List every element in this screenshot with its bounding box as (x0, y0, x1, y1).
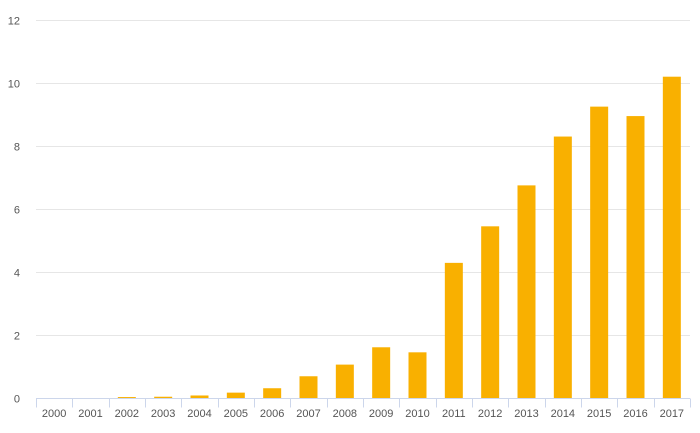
x-tick-label: 2013 (514, 408, 538, 420)
y-tick-label: 6 (14, 205, 20, 217)
bar-2007[interactable] (299, 376, 318, 398)
y-tick-label: 8 (14, 142, 20, 154)
x-axis (36, 398, 691, 408)
bars (117, 76, 681, 399)
y-tick-label: 10 (8, 79, 20, 91)
bar-2005[interactable] (226, 392, 245, 398)
x-tick-label: 2016 (623, 408, 647, 420)
x-tick-label: 2000 (42, 408, 66, 420)
x-tick-label: 2004 (187, 408, 211, 420)
x-tick-label: 2003 (151, 408, 175, 420)
bar-2013[interactable] (517, 185, 536, 399)
x-axis-tick-labels: 2000 2001 2002 2003 2004 2005 2006 2007 2008 2009… (42, 408, 684, 420)
y-tick-label: 2 (14, 331, 20, 343)
gridlines (36, 20, 690, 336)
bar-2016[interactable] (626, 116, 645, 398)
bar-2003[interactable] (154, 396, 173, 398)
bar-2006[interactable] (263, 388, 282, 398)
bar-2010[interactable] (408, 352, 427, 398)
bar-2017[interactable] (662, 76, 681, 398)
bar-2012[interactable] (481, 226, 500, 398)
x-tick-label: 2008 (333, 408, 357, 420)
x-tick-label: 2006 (260, 408, 284, 420)
x-tick-label: 2002 (115, 408, 139, 420)
bar-2014[interactable] (553, 136, 572, 399)
bar-2004[interactable] (190, 395, 209, 398)
bar-2009[interactable] (372, 347, 391, 398)
bar-2008[interactable] (335, 364, 354, 398)
x-tick-label: 2010 (405, 408, 429, 420)
x-tick-label: 2012 (478, 408, 502, 420)
y-tick-label: 12 (8, 16, 20, 28)
bar-2011[interactable] (444, 262, 463, 398)
bar-2015[interactable] (590, 106, 609, 399)
bar-2002[interactable] (117, 397, 136, 398)
x-tick-label: 2015 (587, 408, 611, 420)
y-tick-label: 0 (14, 394, 20, 406)
y-tick-label: 4 (14, 268, 20, 280)
x-tick-label: 2011 (442, 408, 466, 420)
x-tick-label: 2009 (369, 408, 393, 420)
x-tick-label: 2014 (551, 408, 575, 420)
x-tick-label: 2017 (660, 408, 684, 420)
x-tick-label: 2007 (296, 408, 320, 420)
x-tick-label: 2001 (78, 408, 102, 420)
x-tick-label: 2005 (224, 408, 248, 420)
y-axis-tick-labels: 0 2 4 6 8 10 12 (8, 16, 20, 406)
